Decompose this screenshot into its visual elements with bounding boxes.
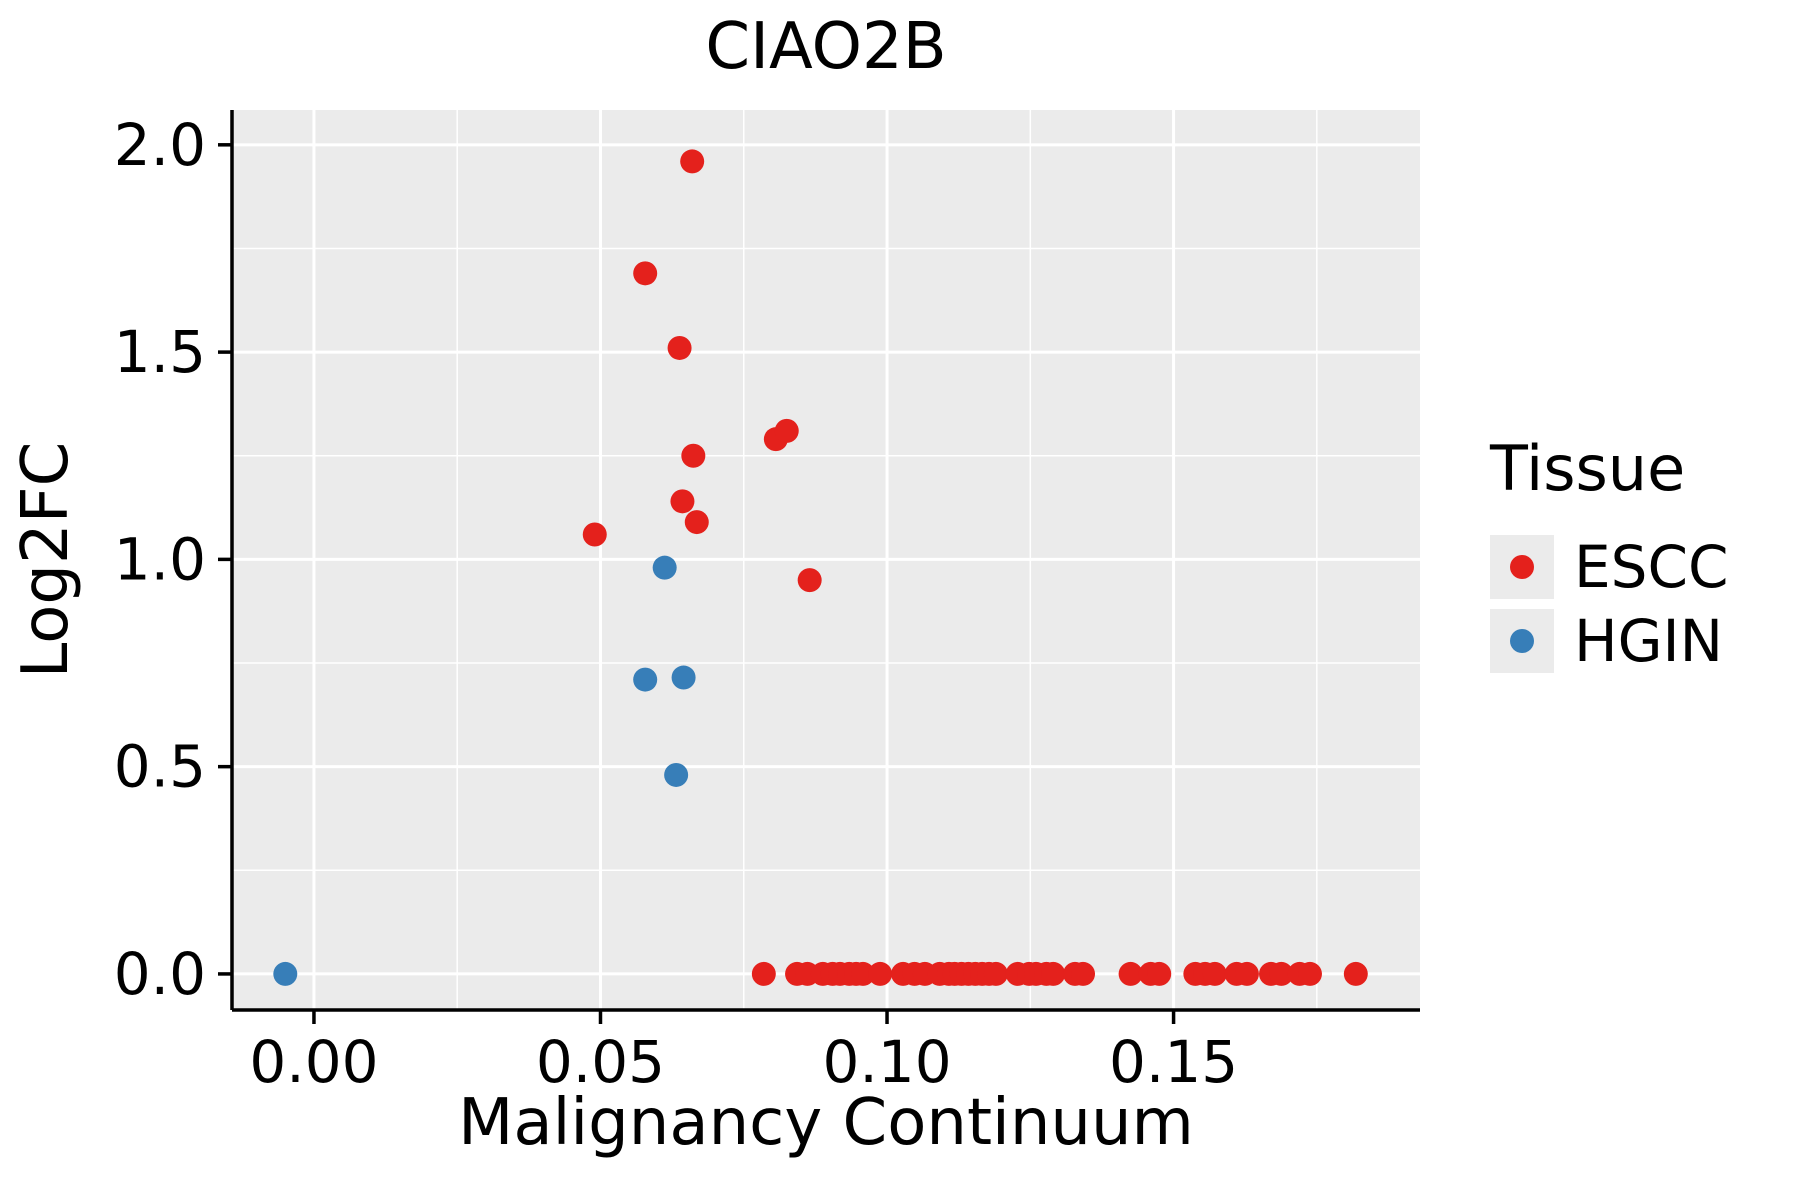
data-point-hgin	[273, 961, 298, 986]
y-tick-label: 0.5	[114, 733, 206, 801]
y-tick-label: 1.0	[114, 525, 206, 593]
legend: Tissue ESCC HGIN	[1490, 432, 1728, 683]
x-tick-label: 0.05	[536, 1028, 665, 1096]
legend-entries: ESCC HGIN	[1490, 535, 1728, 673]
data-point-escc	[670, 489, 695, 514]
data-point-escc	[1269, 961, 1294, 986]
x-tick-label: 0.00	[249, 1028, 378, 1096]
data-point-escc	[681, 443, 706, 468]
y-tick-label: 0.0	[114, 940, 206, 1008]
data-point-hgin	[664, 762, 689, 787]
legend-entry-escc: ESCC	[1490, 535, 1728, 599]
legend-label: ESCC	[1574, 533, 1729, 601]
data-point-hgin	[652, 555, 677, 580]
data-point-escc	[1071, 961, 1096, 986]
data-point-escc	[850, 961, 875, 986]
data-point-escc	[582, 522, 607, 547]
y-tick-label: 2.0	[114, 111, 206, 179]
legend-dot-icon	[1510, 555, 1534, 579]
x-tick-label: 0.15	[1109, 1028, 1238, 1096]
data-point-hgin	[671, 665, 696, 690]
legend-label: HGIN	[1574, 607, 1724, 675]
data-point-escc	[1234, 961, 1259, 986]
data-point-escc	[774, 418, 799, 443]
data-point-hgin	[633, 667, 658, 692]
data-point-escc	[868, 961, 893, 986]
data-point-escc	[633, 261, 658, 286]
data-point-escc	[1297, 961, 1322, 986]
data-point-escc	[797, 568, 822, 593]
data-point-escc	[680, 149, 705, 174]
legend-title: Tissue	[1490, 432, 1686, 505]
data-point-escc	[1343, 961, 1368, 986]
data-point-escc	[667, 335, 692, 360]
data-point-escc	[1118, 961, 1143, 986]
chart-title: CIAO2B	[705, 10, 947, 84]
data-point-escc	[1041, 961, 1066, 986]
data-point-escc	[751, 961, 776, 986]
legend-entry-hgin: HGIN	[1490, 609, 1728, 673]
legend-dot-icon	[1510, 629, 1534, 653]
legend-key	[1490, 535, 1554, 599]
data-point-escc	[684, 510, 709, 535]
data-point-escc	[1202, 961, 1227, 986]
data-point-escc	[983, 961, 1008, 986]
y-tick-label: 1.5	[114, 318, 206, 386]
legend-key	[1490, 609, 1554, 673]
x-tick-label: 0.10	[822, 1028, 951, 1096]
x-axis-label: Malignancy Continuum	[458, 1086, 1194, 1160]
data-point-escc	[1147, 961, 1172, 986]
